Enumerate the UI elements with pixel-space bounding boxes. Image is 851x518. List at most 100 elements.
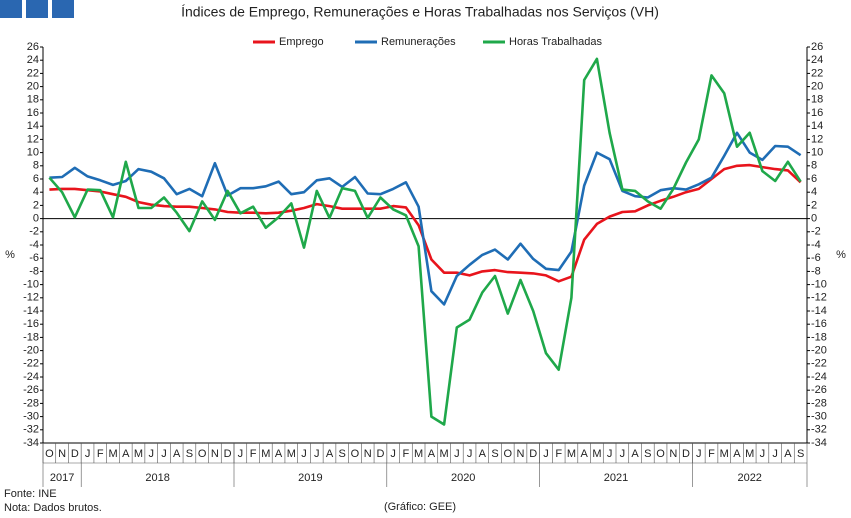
y2-tick-label: -18 — [811, 331, 827, 343]
y2-tick-label: -10 — [811, 279, 827, 291]
x-tick-label: N — [58, 448, 66, 460]
y-tick-label: -30 — [23, 411, 39, 423]
x-tick-label: J — [148, 448, 154, 460]
x-tick-label: F — [97, 448, 104, 460]
y-tick-label: 22 — [27, 67, 39, 79]
y-tick-label: -18 — [23, 331, 39, 343]
x-tick-label: N — [517, 448, 525, 460]
logo-block — [0, 0, 22, 18]
y2-tick-label: -22 — [811, 358, 827, 370]
y2-axis-label: % — [836, 249, 846, 261]
x-tick-label: F — [250, 448, 257, 460]
y-tick-label: -28 — [23, 397, 39, 409]
x-tick-label: M — [720, 448, 729, 460]
y-tick-label: -12 — [23, 292, 39, 304]
x-tick-label: F — [708, 448, 715, 460]
y-tick-label: -10 — [23, 279, 39, 291]
year-label: 2022 — [737, 472, 761, 484]
y2-tick-label: 4 — [811, 186, 817, 198]
series-line — [49, 163, 802, 283]
series-line — [48, 57, 802, 426]
x-tick-label: M — [287, 448, 296, 460]
x-tick-label: O — [45, 448, 54, 460]
y-tick-label: -26 — [23, 384, 39, 396]
y2-tick-label: -4 — [811, 239, 821, 251]
y2-tick-label: 0 — [811, 213, 817, 225]
x-tick-label: F — [403, 448, 410, 460]
y-tick-label: -6 — [29, 252, 39, 264]
y2-tick-label: -2 — [811, 226, 821, 238]
x-tick-label: A — [122, 448, 130, 460]
year-label: 2018 — [145, 472, 169, 484]
y2-tick-label: -16 — [811, 318, 827, 330]
y-tick-label: -14 — [23, 305, 39, 317]
y-tick-label: 10 — [27, 147, 39, 159]
x-tick-label: A — [428, 448, 436, 460]
x-tick-label: J — [85, 448, 91, 460]
x-tick-label: O — [503, 448, 512, 460]
y2-tick-label: -24 — [811, 371, 827, 383]
x-tick-label: J — [390, 448, 396, 460]
series-line — [49, 131, 802, 306]
y2-tick-label: -28 — [811, 397, 827, 409]
x-tick-label: M — [261, 448, 270, 460]
x-tick-label: M — [592, 448, 601, 460]
x-tick-label: N — [669, 448, 677, 460]
y2-tick-label: -34 — [811, 437, 827, 449]
note: Fonte: INE — [4, 488, 57, 500]
x-tick-label: J — [620, 448, 626, 460]
y2-tick-label: 14 — [811, 120, 823, 132]
y2-tick-label: 8 — [811, 160, 817, 172]
x-tick-label: M — [745, 448, 754, 460]
y-tick-label: -8 — [29, 265, 39, 277]
x-tick-label: M — [440, 448, 449, 460]
y2-tick-label: 26 — [811, 41, 823, 53]
x-tick-label: S — [491, 448, 498, 460]
x-tick-label: J — [543, 448, 549, 460]
x-tick-label: N — [364, 448, 372, 460]
logo-block — [26, 0, 48, 18]
x-tick-label: S — [186, 448, 193, 460]
x-tick-label: D — [224, 448, 232, 460]
y-tick-label: -24 — [23, 371, 39, 383]
chart-title: Índices de Emprego, Remunerações e Horas… — [181, 4, 659, 20]
x-tick-label: A — [173, 448, 181, 460]
note: Nota: Dados brutos. — [4, 502, 102, 514]
y2-tick-label: 16 — [811, 107, 823, 119]
y2-tick-label: 6 — [811, 173, 817, 185]
y-tick-label: 24 — [27, 54, 39, 66]
x-tick-label: J — [607, 448, 613, 460]
x-tick-label: N — [211, 448, 219, 460]
y2-tick-label: -20 — [811, 345, 827, 357]
y-tick-label: -34 — [23, 437, 39, 449]
x-tick-label: A — [275, 448, 283, 460]
y2-tick-label: 12 — [811, 133, 823, 145]
x-tick-label: A — [326, 448, 334, 460]
x-tick-label: M — [134, 448, 143, 460]
y-tick-label: 12 — [27, 133, 39, 145]
year-label: 2021 — [604, 472, 628, 484]
y-tick-label: 8 — [33, 160, 39, 172]
x-tick-label: S — [339, 448, 346, 460]
x-tick-label: S — [797, 448, 804, 460]
legend-label: Remunerações — [381, 36, 456, 48]
x-tick-label: A — [784, 448, 792, 460]
y2-tick-label: -26 — [811, 384, 827, 396]
legend-label: Horas Trabalhadas — [509, 36, 602, 48]
x-tick-label: J — [696, 448, 702, 460]
y2-tick-label: 2 — [811, 199, 817, 211]
y-tick-label: 16 — [27, 107, 39, 119]
y-tick-label: -32 — [23, 424, 39, 436]
x-tick-label: D — [682, 448, 690, 460]
y2-tick-label: 24 — [811, 54, 823, 66]
x-tick-label: A — [631, 448, 639, 460]
x-tick-label: A — [733, 448, 741, 460]
y-axis-label: % — [5, 249, 15, 261]
x-tick-label: J — [454, 448, 460, 460]
y-tick-label: -16 — [23, 318, 39, 330]
x-tick-label: A — [479, 448, 487, 460]
y-tick-label: 0 — [33, 213, 39, 225]
x-tick-label: M — [108, 448, 117, 460]
y2-tick-label: 10 — [811, 147, 823, 159]
